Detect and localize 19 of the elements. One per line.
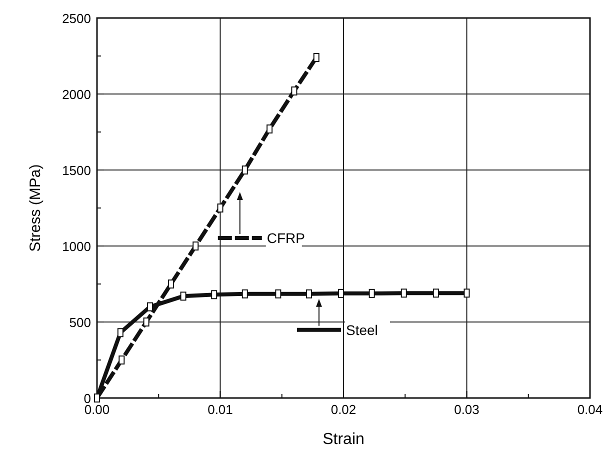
x-tick-label: 0.04 — [577, 402, 603, 417]
y-tick-label: 1000 — [62, 239, 91, 254]
y-axis-title: Stress (MPa) — [27, 164, 44, 252]
point — [118, 356, 125, 364]
x-tick-label: 0.03 — [454, 402, 480, 417]
y-tick-label: 2500 — [62, 11, 91, 26]
x-tick-label: 0.01 — [208, 402, 233, 417]
point — [242, 166, 248, 174]
x-axis-title: Strain — [322, 431, 364, 448]
point — [217, 204, 224, 212]
y-tick-label: 1500 — [62, 163, 91, 178]
legend-label: Steel — [346, 322, 378, 338]
x-tick-label: 0.02 — [330, 402, 356, 417]
legend-label: CFRP — [266, 230, 306, 246]
point — [168, 280, 174, 288]
point — [192, 242, 199, 250]
y-tick-label: 2000 — [62, 87, 91, 102]
point — [143, 318, 150, 326]
y-tick-label: 500 — [69, 315, 91, 330]
